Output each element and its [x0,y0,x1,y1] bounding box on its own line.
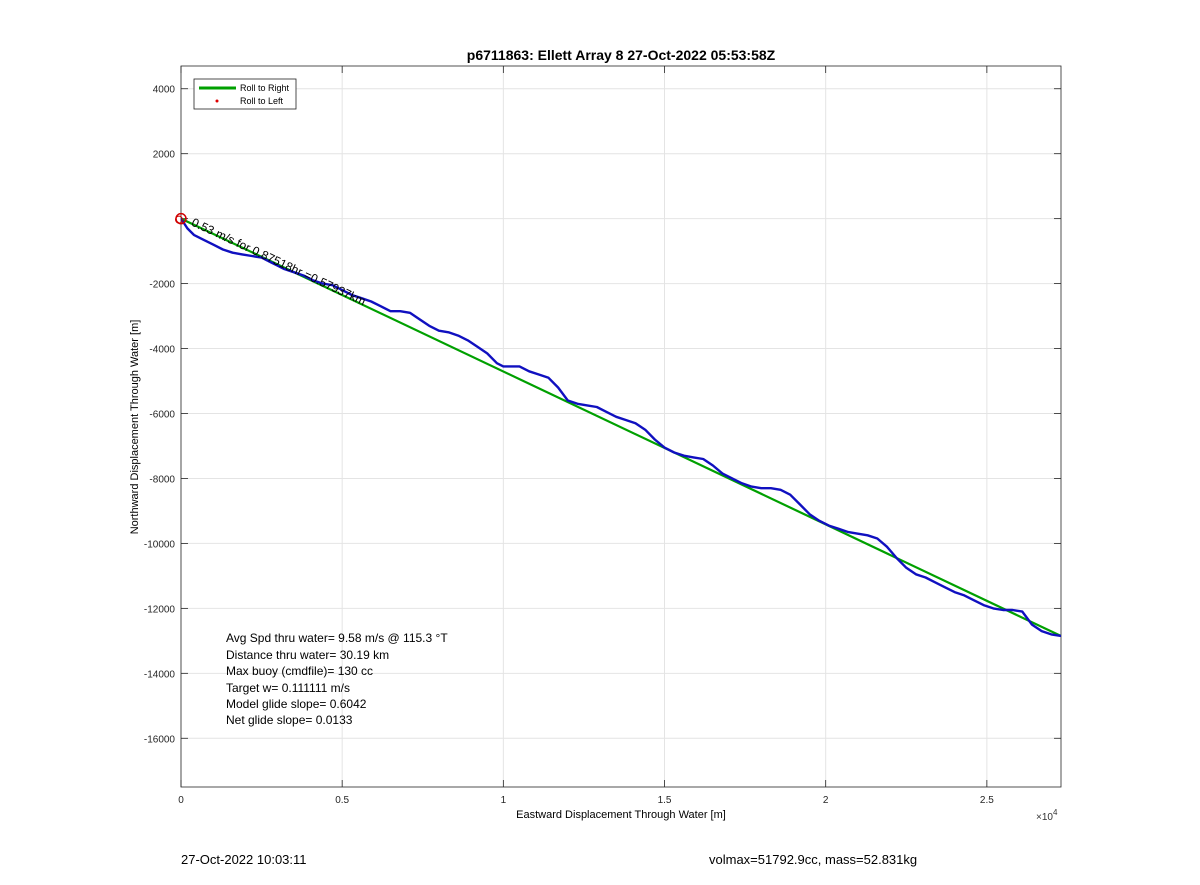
x-tick-label: 2 [823,795,829,806]
legend-label-roll-left: Roll to Left [240,96,284,106]
annotation-layer: 0.53 m/s for 0.87518hr =0.57937km [189,215,368,308]
x-axis-ticks: 0 0.5 1 1.5 2 2.5 [178,66,994,806]
stats-block: Avg Spd thru water= 9.58 m/s @ 115.3 °T … [226,631,448,727]
y-tick-label: 2000 [153,150,176,161]
plot-frame [180,65,1062,788]
x-tick-label: 0 [178,795,184,806]
stat-distance: Distance thru water= 30.19 km [226,648,389,662]
chart-title: p6711863: Ellett Array 8 27-Oct-2022 05:… [467,47,776,63]
axes-frame [180,65,1062,788]
x-tick-label: 1.5 [658,795,672,806]
x-axis-exponent-base: ×10 [1036,812,1053,823]
stat-model-glide: Model glide slope= 0.6042 [226,697,367,711]
legend-swatch-roll-left [215,99,219,103]
y-tick-label: -2000 [149,280,175,291]
start-marker-inner [175,215,183,224]
y-tick-label: -8000 [149,474,175,485]
footer-timestamp: 27-Oct-2022 10:03:11 [181,852,307,867]
x-axis-label: Eastward Displacement Through Water [m] [516,809,726,821]
y-tick-label: -4000 [149,345,175,356]
series-track-line [181,217,1061,638]
series-layer [175,212,1061,638]
y-tick-label: -16000 [144,734,176,745]
stat-target-w: Target w= 0.111111 m/s [226,681,350,695]
grid-lines [180,66,1061,787]
y-tick-label: -12000 [144,604,176,615]
y-tick-label: 4000 [153,85,176,96]
x-tick-label: 1 [501,795,507,806]
footer-volmax-mass: volmax=51792.9cc, mass=52.831kg [709,852,918,867]
x-axis-exponent-power: 4 [1053,808,1058,817]
series-roll-right-line [181,217,1061,637]
stat-avg-speed: Avg Spd thru water= 9.58 m/s @ 115.3 °T [226,631,448,645]
y-axis-ticks: 4000 2000 -2000 -4000 -6000 -8000 -10000 -12000… [144,85,1061,745]
legend-label-roll-right: Roll to Right [240,83,290,93]
y-tick-label: -10000 [144,539,176,550]
y-tick-label: -14000 [144,669,176,680]
x-tick-label: 2.5 [980,795,994,806]
y-axis-label: Northward Displacement Through Water [m] [129,320,141,535]
stat-max-buoy: Max buoy (cmdfile)= 130 cc [226,664,373,678]
x-axis-exponent: ×104 [1036,808,1058,823]
segment-annotation: 0.53 m/s for 0.87518hr =0.57937km [189,215,368,308]
legend: Roll to Right Roll to Left [193,78,297,110]
y-tick-label: -6000 [149,410,175,421]
stat-net-glide: Net glide slope= 0.0133 [226,713,353,727]
x-tick-label: 0.5 [335,795,349,806]
legend-box [193,78,297,110]
